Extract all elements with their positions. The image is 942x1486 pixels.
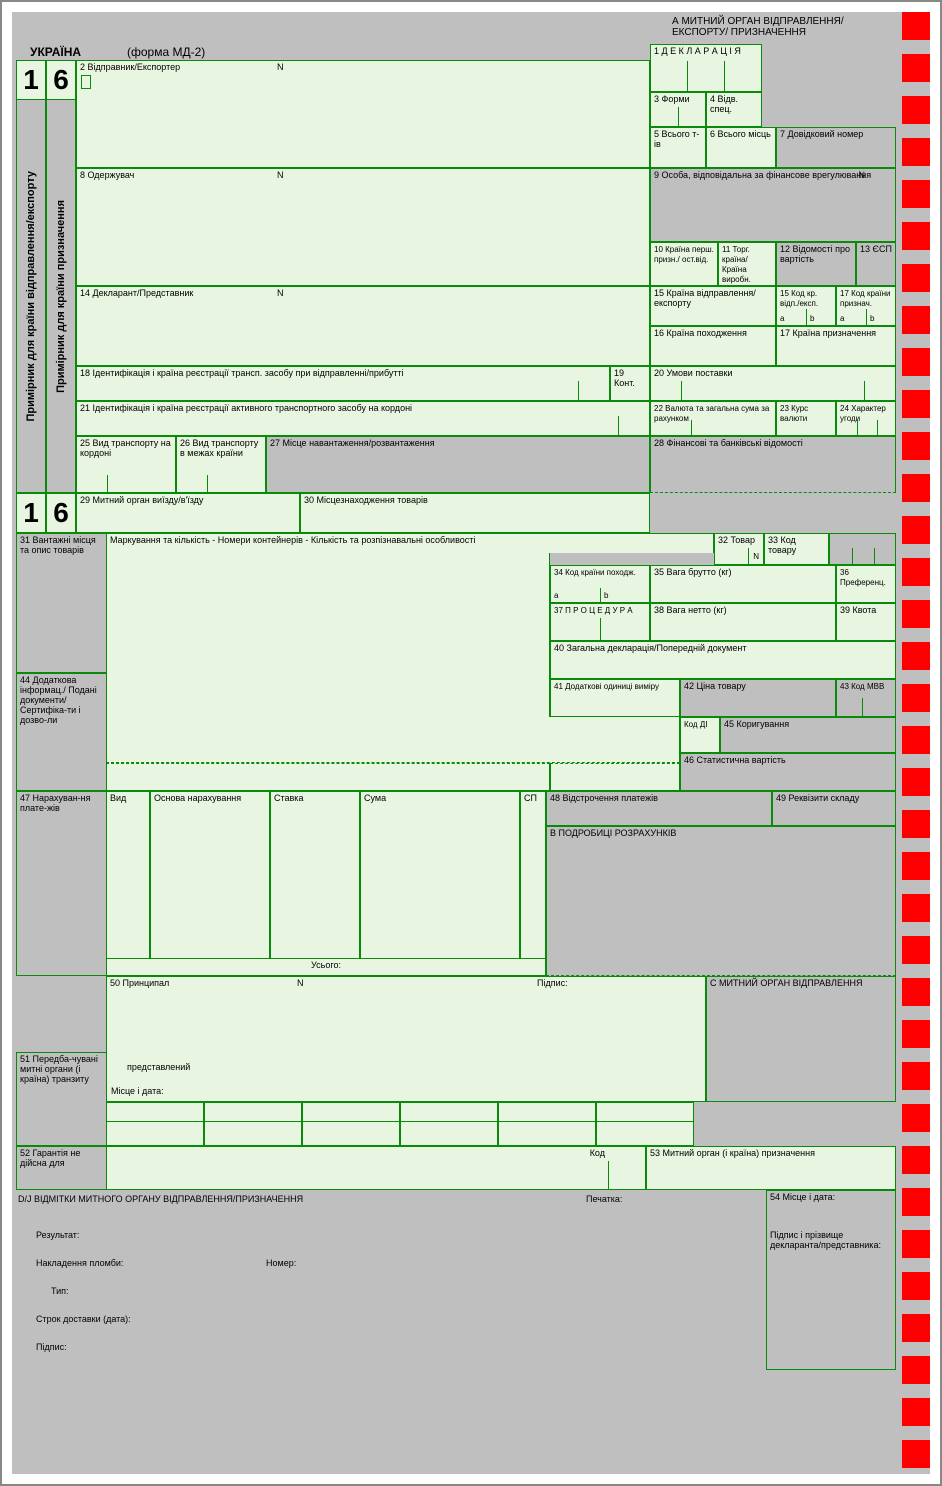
col-osnova: Основа нарахування (150, 791, 270, 976)
box-9: 9 Особа, відповідальна за фінансове врег… (650, 168, 896, 242)
box-47-side: 47 Нарахуван-ня плате-жів (16, 791, 106, 976)
box-33a: 33 Код товару (764, 533, 829, 565)
copy-1b: 1 (16, 493, 46, 533)
box-10: 10 Країна перш. призн./ ост.від. (650, 242, 718, 286)
copy-1a: 1 (16, 60, 46, 100)
box-34: 34 Код країни походж. a b (550, 565, 650, 603)
transit-5[interactable] (498, 1102, 596, 1146)
box-7: 7 Довідковий номер (776, 127, 896, 168)
box-30: 30 Місцезнаходження товарів (300, 493, 650, 533)
row-total: Усього: (106, 958, 546, 976)
box-8: 8 Одержувач N (76, 168, 650, 286)
box-b: В ПОДРОБИЦІ РОЗРАХУНКІВ (546, 826, 896, 976)
side-inner: Примірник для країни призначення (46, 100, 76, 493)
transit-2[interactable] (204, 1102, 302, 1146)
box-36: 36 Преференц. (836, 565, 896, 603)
col-suma: Сума (360, 791, 520, 976)
box-1-label: 1 Д Е К Л А Р А Ц І Я (654, 46, 741, 56)
box-32: 32 Товар N (714, 533, 764, 565)
box-42: 42 Ціна товару (680, 679, 836, 717)
box-29: 29 Митний орган виїзду/в'їзду (76, 493, 300, 533)
box-53: 53 Митний орган (і країна) призначення (646, 1146, 896, 1190)
box-2-chk[interactable] (81, 75, 91, 89)
box-d: D/J ВІДМІТКИ МИТНОГО ОРГАНУ ВІДПРАВЛЕННЯ… (16, 1190, 766, 1470)
box-45: 45 Коригування (720, 717, 896, 753)
box-5: 5 Всього т-ів (650, 127, 706, 168)
box-44-body3[interactable] (550, 763, 680, 791)
box-15: 15 Країна відправлення/експорту (650, 286, 776, 326)
box-27: 27 Місце навантаження/розвантаження (266, 436, 650, 493)
box-11: 11 Торг. країна/ Країна виробн. (718, 242, 776, 286)
box-54: 54 Місце і дата: Підпис і прізвище декла… (766, 1190, 896, 1370)
box-46: 46 Статистична вартість (680, 753, 896, 791)
col-sp: СП (520, 791, 546, 976)
box-48: 48 Відстрочення платежів (546, 791, 772, 826)
box-18: 18 Ідентифікація і країна реєстрації тра… (76, 366, 610, 401)
box-4: 4 Відв. спец. (706, 92, 762, 127)
box-44-body[interactable] (106, 717, 680, 763)
box-31-hdr: Маркування та кількість - Номери контейн… (106, 533, 714, 553)
box-50: 50 Принципал N Підпис: представлений Міс… (106, 976, 706, 1102)
box-3: 3 Форми (650, 92, 706, 127)
customs-form-md2: УКРАЇНА (форма МД-2) А МИТНИЙ ОРГАН ВІДП… (0, 0, 942, 1486)
box-44-side: 44 Додаткова інформац./ Подані документи… (16, 673, 106, 791)
box-26: 26 Вид транспорту в межах країни (176, 436, 266, 493)
transit-1[interactable] (106, 1102, 204, 1146)
transit-6[interactable] (596, 1102, 694, 1146)
box-33b (829, 533, 896, 565)
box-21: 21 Ідентифікація і країна реєстрації акт… (76, 401, 650, 436)
box-43: 43 Код МВВ (836, 679, 896, 717)
side-outer: Примірник для країни відправлення/експор… (16, 100, 46, 493)
box-kod-di: Код ДІ (680, 717, 720, 753)
box-23: 23 Курс валюти (776, 401, 836, 436)
box-a-label: А МИТНИЙ ОРГАН ВІДПРАВЛЕННЯ/ЕКСПОРТУ/ ПР… (672, 16, 897, 38)
box-49: 49 Реквізити складу (772, 791, 896, 826)
box-52-side: 52 Гарантія не дійсна для (16, 1146, 106, 1190)
transit-3[interactable] (302, 1102, 400, 1146)
box-24: 24 Характер угоди (836, 401, 896, 436)
form-label: (форма МД-2) (127, 45, 205, 59)
box-44-body2[interactable] (106, 763, 550, 791)
box-31-side: 31 Вантажні місця та опис товарів (16, 533, 106, 673)
tear-strip (902, 12, 930, 1474)
box-17: 17 Країна призначення (776, 326, 896, 366)
box-15c: 15 Код кр. відп./експ. a b (776, 286, 836, 326)
copy-6a: 6 (46, 60, 76, 100)
copy-6b: 6 (46, 493, 76, 533)
form-body: УКРАЇНА (форма МД-2) А МИТНИЙ ОРГАН ВІДП… (12, 12, 902, 1474)
box-39: 39 Квота (836, 603, 896, 641)
box-19: 19 Конт. (610, 366, 650, 401)
box-13: 13 ЄСП (856, 242, 896, 286)
col-vid: Вид (106, 791, 150, 976)
box-2: 2 Відправник/Експортер N (76, 60, 650, 168)
box-37: 37 П Р О Ц Е Д У Р А (550, 603, 650, 641)
col-stavka: Ставка (270, 791, 360, 976)
box-20: 20 Умови поставки (650, 366, 896, 401)
box-52: Код (106, 1146, 646, 1190)
box-12: 12 Відомості про вартість (776, 242, 856, 286)
country-label: УКРАЇНА (30, 45, 81, 59)
box-51-side: 51 Передба-чувані митні органи (і країна… (16, 1052, 106, 1146)
box-41: 41 Додаткові одиниці виміру (550, 679, 680, 717)
box-6: 6 Всього місць (706, 127, 776, 168)
box-c: С МИТНИЙ ОРГАН ВІДПРАВЛЕННЯ (706, 976, 896, 1102)
box-28: 28 Фінансові та банківські відомості (650, 436, 896, 493)
box-16: 16 Країна походження (650, 326, 776, 366)
box-38: 38 Вага нетто (кг) (650, 603, 836, 641)
box-25: 25 Вид транспорту на кордоні (76, 436, 176, 493)
box-17c: 17 Код країни признач. a b (836, 286, 896, 326)
box-40: 40 Загальна декларація/Попередній докуме… (550, 641, 896, 679)
box-35: 35 Вага брутто (кг) (650, 565, 836, 603)
box-14: 14 Декларант/Представник N (76, 286, 650, 366)
transit-4[interactable] (400, 1102, 498, 1146)
box-1: 1 Д Е К Л А Р А Ц І Я (650, 44, 762, 92)
box-22: 22 Валюта та загальна сума за рахунком (650, 401, 776, 436)
